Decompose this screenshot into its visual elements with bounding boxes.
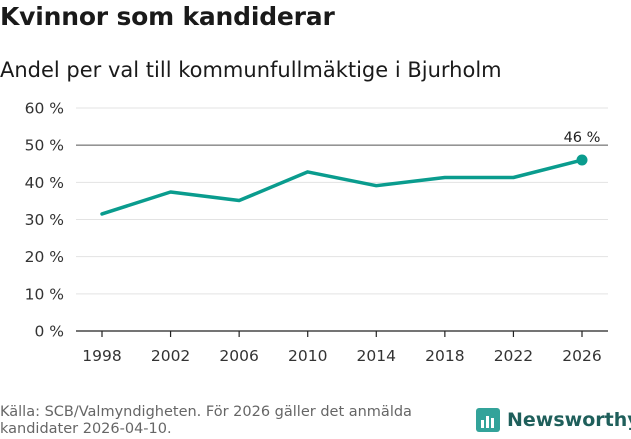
data-point <box>306 170 310 174</box>
source-note-line-1: Källa: SCB/Valmyndigheten. För 2026 gäll… <box>0 404 412 420</box>
y-tick-label: 10 % <box>25 285 64 303</box>
newsworthy-brand-name: Newsworthy <box>507 409 631 431</box>
data-point <box>374 184 378 188</box>
chart-subtitle: Andel per val till kommunfullmäktige i B… <box>0 58 502 82</box>
newsworthy-logo-icon <box>476 408 500 432</box>
y-tick-label: 0 % <box>34 323 64 341</box>
series-line-andel-kvinnor <box>100 158 584 216</box>
y-tick-label: 20 % <box>25 248 64 266</box>
x-tick-label: 2026 <box>562 347 601 365</box>
source-note: Källa: SCB/Valmyndigheten. För 2026 gäll… <box>0 404 412 438</box>
x-tick-label: 2002 <box>151 347 190 365</box>
x-tick-label: 2006 <box>219 347 258 365</box>
data-point <box>443 176 447 180</box>
y-tick-label: 60 % <box>25 100 64 118</box>
line-chart: 0 % 10 % 20 % 30 % 40 % 50 % 60 % 1998 2002 2006 2… <box>25 100 608 365</box>
value-annotation: 46 % <box>564 130 601 146</box>
data-point <box>237 199 241 203</box>
last-point-marker <box>576 154 588 166</box>
chart-title: Kvinnor som kandiderar <box>0 2 335 31</box>
x-tick-label: 2022 <box>494 347 533 365</box>
y-tick-label: 40 % <box>25 174 64 192</box>
source-note-line-2: kandidater 2026-04-10. <box>0 421 172 437</box>
y-tick-label: 30 % <box>25 211 64 229</box>
x-tick-label: 2014 <box>357 347 396 365</box>
data-point <box>511 176 515 180</box>
y-tick-label: 50 % <box>25 137 64 155</box>
data-point <box>169 190 173 194</box>
data-point <box>100 212 104 216</box>
x-tick-label: 2018 <box>425 347 464 365</box>
x-tick-label: 2010 <box>288 347 327 365</box>
x-tick-label: 1998 <box>82 347 121 365</box>
newsworthy-logo: Newsworthy <box>475 407 631 433</box>
